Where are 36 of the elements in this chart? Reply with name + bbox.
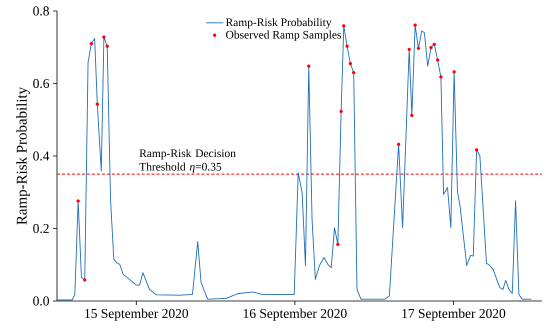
point bbox=[413, 23, 417, 27]
y-tick-label: 0.8 bbox=[33, 6, 49, 16]
point bbox=[102, 35, 106, 39]
point bbox=[339, 110, 343, 114]
point bbox=[83, 278, 86, 282]
legend-label: Observed Ramp Samples bbox=[226, 30, 341, 41]
point bbox=[396, 142, 400, 146]
y-tick-label: 0.0 bbox=[33, 296, 49, 306]
point bbox=[307, 64, 310, 68]
point bbox=[336, 242, 340, 246]
point bbox=[429, 46, 433, 50]
x-tick-label: 17 September 2020 bbox=[402, 308, 506, 321]
legend-label: Ramp-Risk Probability bbox=[226, 18, 332, 29]
point bbox=[345, 44, 349, 48]
point bbox=[352, 70, 356, 74]
point bbox=[432, 42, 436, 46]
x-tick-label: 16 September 2020 bbox=[244, 308, 347, 321]
point bbox=[410, 114, 414, 118]
y-tick-label: 0.4 bbox=[33, 151, 50, 161]
point bbox=[90, 42, 94, 46]
y-tick-label: 0.2 bbox=[33, 224, 49, 234]
point bbox=[407, 48, 411, 52]
point bbox=[106, 44, 109, 48]
point bbox=[342, 24, 346, 28]
point bbox=[452, 70, 456, 74]
point bbox=[439, 75, 443, 79]
point bbox=[416, 46, 420, 50]
ref-line-label: Ramp-Risk Decision Threshold η=0.35 bbox=[139, 149, 236, 173]
y-axis-title: Ramp-Risk Probability bbox=[16, 86, 30, 225]
point bbox=[76, 199, 80, 203]
point bbox=[348, 62, 352, 66]
point bbox=[436, 58, 440, 62]
x-tick-label: 15 September 2020 bbox=[85, 308, 188, 321]
point bbox=[474, 148, 478, 152]
point bbox=[96, 102, 99, 106]
y-tick-label: 0.6 bbox=[33, 78, 50, 88]
